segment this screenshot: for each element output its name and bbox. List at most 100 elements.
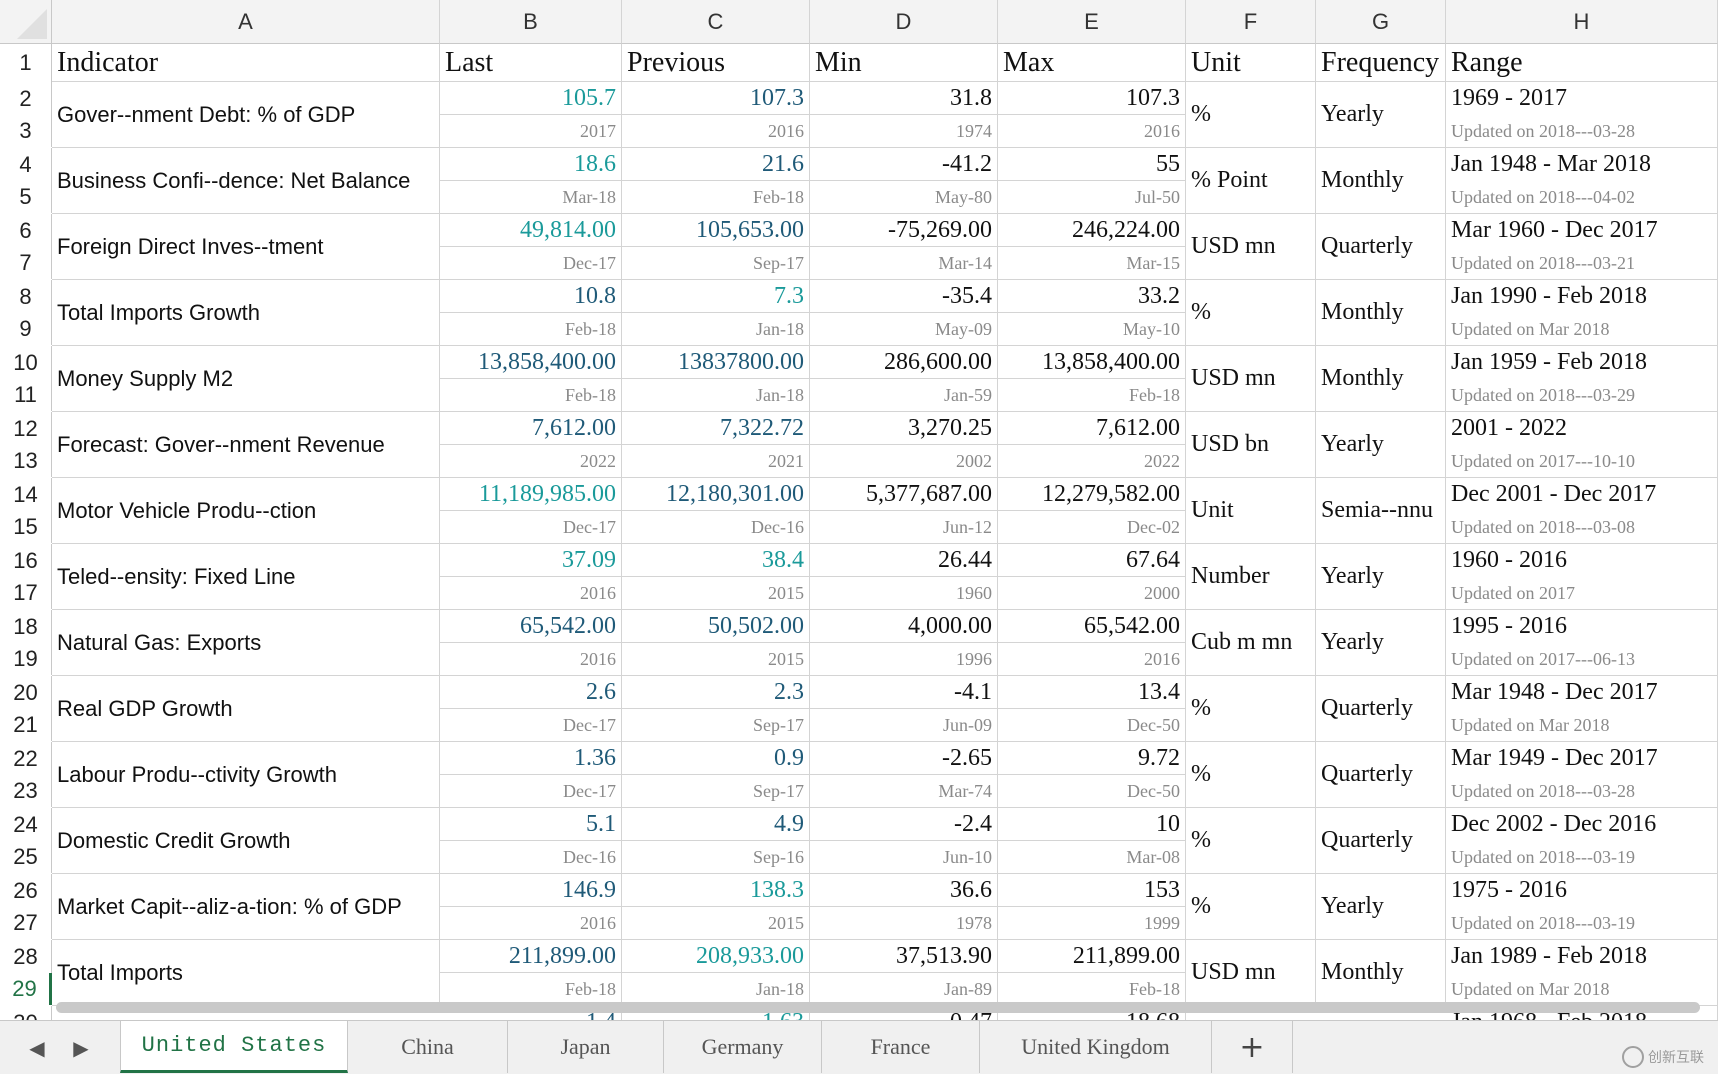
last-date-cell[interactable]: 2017: [440, 115, 622, 148]
row-header[interactable]: 5: [0, 181, 52, 213]
row-header[interactable]: 9: [0, 313, 52, 345]
min-value-cell[interactable]: -4.1: [810, 676, 998, 709]
row-header[interactable]: 28: [0, 940, 52, 973]
previous-date-cell[interactable]: Sep-17: [622, 709, 810, 742]
last-value-cell[interactable]: 7,612.00: [440, 412, 622, 445]
last-date-cell[interactable]: 2016: [440, 577, 622, 610]
range-cell[interactable]: 1969 - 2017: [1446, 82, 1718, 115]
max-date-cell[interactable]: 2016: [998, 643, 1186, 676]
row-header[interactable]: 19: [0, 643, 52, 675]
previous-date-cell[interactable]: Sep-17: [622, 775, 810, 808]
row-header[interactable]: 7: [0, 247, 52, 279]
min-date-cell[interactable]: Jun-12: [810, 511, 998, 544]
updated-cell[interactable]: Updated on 2017---06-13: [1446, 643, 1718, 676]
frequency-cell[interactable]: Monthly: [1316, 346, 1446, 412]
min-value-cell[interactable]: 36.6: [810, 874, 998, 907]
unit-cell[interactable]: Unit: [1186, 478, 1316, 544]
min-date-cell[interactable]: May-09: [810, 313, 998, 346]
range-cell[interactable]: Jan 1989 - Feb 2018: [1446, 940, 1718, 973]
select-all-corner[interactable]: [0, 0, 52, 44]
max-date-cell[interactable]: Feb-18: [998, 379, 1186, 412]
max-value-cell[interactable]: 7,612.00: [998, 412, 1186, 445]
previous-value-cell[interactable]: 208,933.00: [622, 940, 810, 973]
last-date-cell[interactable]: Feb-18: [440, 313, 622, 346]
last-value-cell[interactable]: 146.9: [440, 874, 622, 907]
column-header-a[interactable]: A: [52, 0, 440, 44]
min-date-cell[interactable]: 2002: [810, 445, 998, 478]
header-cell-a[interactable]: Indicator: [52, 44, 440, 82]
updated-cell[interactable]: Updated on Mar 2018: [1446, 313, 1718, 346]
row-header[interactable]: 16: [0, 544, 52, 577]
row-header[interactable]: 23: [0, 775, 52, 807]
last-value-cell[interactable]: 13,858,400.00: [440, 346, 622, 379]
last-value-cell[interactable]: 1.36: [440, 742, 622, 775]
min-value-cell[interactable]: 31.8: [810, 82, 998, 115]
previous-date-cell[interactable]: Jan-18: [622, 379, 810, 412]
unit-cell[interactable]: Cub m mn: [1186, 610, 1316, 676]
last-date-cell[interactable]: 2022: [440, 445, 622, 478]
column-header-g[interactable]: G: [1316, 0, 1446, 44]
prev-sheet-icon[interactable]: ◀: [29, 1036, 45, 1060]
max-date-cell[interactable]: Mar-08: [998, 841, 1186, 874]
horizontal-scrollbar[interactable]: [56, 1002, 1700, 1013]
row-header[interactable]: 21: [0, 709, 52, 741]
max-value-cell[interactable]: 18.68: [998, 1006, 1186, 1020]
previous-value-cell[interactable]: 50,502.00: [622, 610, 810, 643]
indicator-cell[interactable]: Forecast: Gover--nment Revenue: [52, 412, 440, 478]
unit-cell[interactable]: %: [1186, 676, 1316, 742]
row-header[interactable]: 14: [0, 478, 52, 511]
unit-cell[interactable]: % Point: [1186, 148, 1316, 214]
frequency-cell[interactable]: Monthly: [1316, 280, 1446, 346]
indicator-cell[interactable]: Market Capit--aliz-a-tion: % of GDP: [52, 874, 440, 940]
range-cell[interactable]: Mar 1960 - Dec 2017: [1446, 214, 1718, 247]
updated-cell[interactable]: Updated on Mar 2018: [1446, 709, 1718, 742]
previous-date-cell[interactable]: 2015: [622, 577, 810, 610]
previous-value-cell[interactable]: 38.4: [622, 544, 810, 577]
frequency-cell[interactable]: Yearly: [1316, 874, 1446, 940]
range-cell[interactable]: 1960 - 2016: [1446, 544, 1718, 577]
previous-date-cell[interactable]: 2015: [622, 643, 810, 676]
frequency-cell[interactable]: Quarterly: [1316, 676, 1446, 742]
row-header[interactable]: 11: [0, 379, 52, 411]
updated-cell[interactable]: Updated on 2018---03-19: [1446, 907, 1718, 940]
previous-date-cell[interactable]: Sep-16: [622, 841, 810, 874]
previous-value-cell[interactable]: 105,653.00: [622, 214, 810, 247]
last-date-cell[interactable]: Dec-17: [440, 247, 622, 280]
last-value-cell[interactable]: 11,189,985.00: [440, 478, 622, 511]
max-value-cell[interactable]: 55: [998, 148, 1186, 181]
previous-date-cell[interactable]: 2021: [622, 445, 810, 478]
indicator-cell[interactable]: Real GDP Growth: [52, 676, 440, 742]
frequency-cell[interactable]: Quarterly: [1316, 808, 1446, 874]
unit-cell[interactable]: %: [1186, 280, 1316, 346]
max-value-cell[interactable]: 13.4: [998, 676, 1186, 709]
max-date-cell[interactable]: 2022: [998, 445, 1186, 478]
row-header[interactable]: 2: [0, 82, 52, 115]
max-value-cell[interactable]: 12,279,582.00: [998, 478, 1186, 511]
row-header[interactable]: 17: [0, 577, 52, 609]
row-header[interactable]: 4: [0, 148, 52, 181]
min-value-cell[interactable]: 0.47: [810, 1006, 998, 1020]
unit-cell[interactable]: Number: [1186, 544, 1316, 610]
range-cell[interactable]: Dec 2001 - Dec 2017: [1446, 478, 1718, 511]
frequency-cell[interactable]: Monthly: [1316, 940, 1446, 1006]
previous-value-cell[interactable]: 107.3: [622, 82, 810, 115]
max-date-cell[interactable]: May-10: [998, 313, 1186, 346]
min-date-cell[interactable]: 1960: [810, 577, 998, 610]
max-value-cell[interactable]: 107.3: [998, 82, 1186, 115]
min-date-cell[interactable]: Jun-10: [810, 841, 998, 874]
indicator-cell[interactable]: Total Imports Growth: [52, 280, 440, 346]
min-value-cell[interactable]: -35.4: [810, 280, 998, 313]
min-date-cell[interactable]: Jun-09: [810, 709, 998, 742]
updated-cell[interactable]: Updated on 2018---03-28: [1446, 115, 1718, 148]
max-date-cell[interactable]: 1999: [998, 907, 1186, 940]
row-header[interactable]: 25: [0, 841, 52, 873]
frequency-cell[interactable]: Yearly: [1316, 610, 1446, 676]
indicator-cell[interactable]: Business Confi--dence: Net Balance: [52, 148, 440, 214]
header-cell-b[interactable]: Last: [440, 44, 622, 82]
unit-cell[interactable]: USD bn: [1186, 412, 1316, 478]
row-header[interactable]: 10: [0, 346, 52, 379]
header-cell-f[interactable]: Unit: [1186, 44, 1316, 82]
sheet-tab-france[interactable]: France: [822, 1021, 980, 1073]
previous-value-cell[interactable]: 21.6: [622, 148, 810, 181]
